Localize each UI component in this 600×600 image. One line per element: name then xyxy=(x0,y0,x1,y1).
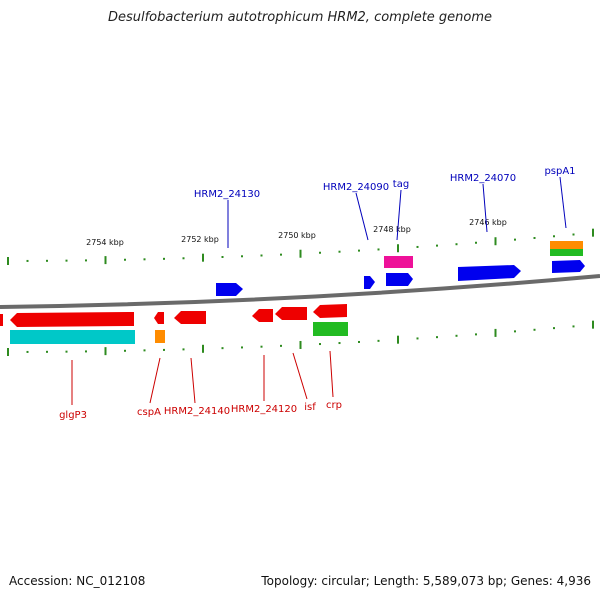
forward-genes xyxy=(216,241,585,296)
gene-arrow-tag[interactable] xyxy=(386,273,413,286)
gene-label-cspa[interactable]: cspA xyxy=(137,407,161,418)
gene-block-tag[interactable] xyxy=(384,256,413,268)
scale-label: 2750 kbp xyxy=(278,231,316,240)
gene-arrow-cspa[interactable] xyxy=(154,312,164,324)
scale-label: 2754 kbp xyxy=(86,238,124,247)
gene-label-tag[interactable]: tag xyxy=(393,179,409,190)
gene-block-pspa1-orange[interactable] xyxy=(550,241,583,249)
scale-label: 2748 kbp xyxy=(373,225,411,234)
gene-arrow-edge[interactable] xyxy=(0,314,3,326)
gene-label-pspa1[interactable]: pspA1 xyxy=(544,166,575,177)
genome-summary-text: Topology: circular; Length: 5,589,073 bp… xyxy=(261,574,591,588)
gene-arrow-hrm2-24130[interactable] xyxy=(216,283,243,296)
gene-label-hrm2-24090[interactable]: HRM2_24090 xyxy=(323,182,389,193)
gene-arrow-hrm2-24070[interactable] xyxy=(458,265,521,281)
gene-arrow-pspa1[interactable] xyxy=(552,260,585,273)
gene-arrow-hrm2-24090[interactable] xyxy=(364,276,375,289)
gene-arrow-glgp3[interactable] xyxy=(10,312,134,327)
gene-label-isf[interactable]: isf xyxy=(304,402,316,413)
tick-row-upper xyxy=(7,228,594,265)
gene-block-pspa1-green[interactable] xyxy=(550,249,583,256)
accession-text: Accession: NC_012108 xyxy=(9,574,146,588)
gene-arrow-hrm2-24120[interactable] xyxy=(252,309,273,322)
scale-label: 2752 kbp xyxy=(181,235,219,244)
tick-row-lower xyxy=(7,320,594,356)
gene-label-glgp3[interactable]: glgP3 xyxy=(59,410,87,421)
gene-block-cspa-orange[interactable] xyxy=(155,330,165,343)
gene-label-hrm2-24140[interactable]: HRM2_24140 xyxy=(164,406,230,417)
scale-label: 2746 kbp xyxy=(469,218,507,227)
gene-label-hrm2-24130[interactable]: HRM2_24130 xyxy=(194,189,260,200)
genome-title: Desulfobacterium autotrophicum HRM2, com… xyxy=(107,10,493,25)
reverse-leaders xyxy=(71,350,334,405)
gene-block-crp-green[interactable] xyxy=(313,322,348,336)
gene-label-crp[interactable]: crp xyxy=(326,400,342,411)
gene-arrow-crp[interactable] xyxy=(313,304,347,318)
gene-label-hrm2-24120[interactable]: HRM2_24120 xyxy=(231,404,297,415)
gene-arrow-isf[interactable] xyxy=(275,307,307,320)
forward-leaders xyxy=(227,176,567,248)
gene-arrow-hrm2-24140[interactable] xyxy=(174,311,206,324)
gene-block-glgp3-cyan[interactable] xyxy=(10,330,135,344)
gene-label-hrm2-24070[interactable]: HRM2_24070 xyxy=(450,173,516,184)
genome-backbone xyxy=(0,274,600,309)
reverse-genes xyxy=(0,304,348,344)
